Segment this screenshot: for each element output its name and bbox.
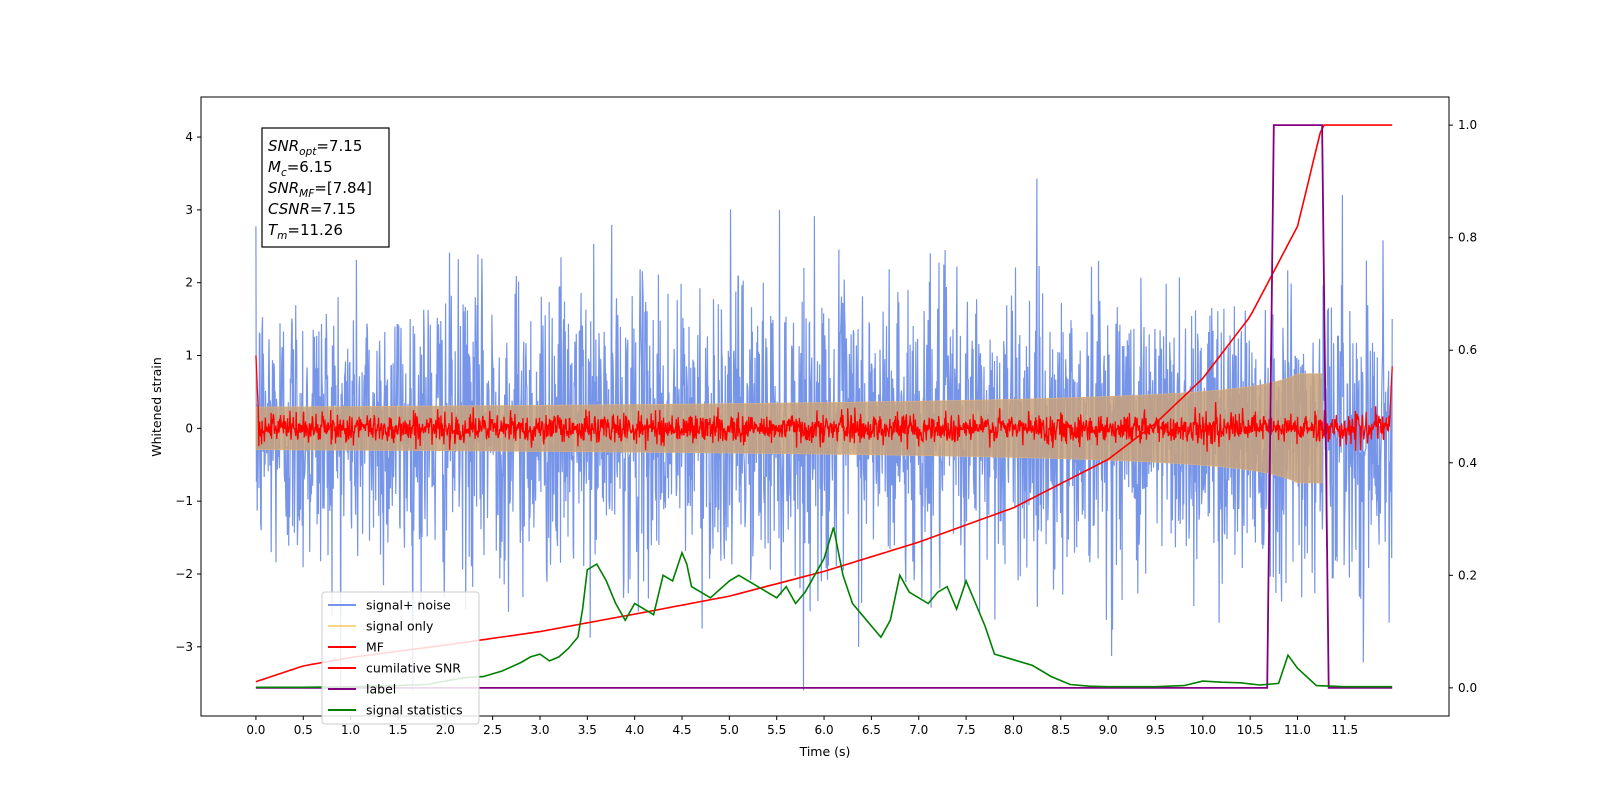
legend-label: signal+ noise (366, 598, 451, 613)
x-tick-label: 4.0 (625, 723, 644, 737)
x-tick-label: 1.5 (388, 723, 407, 737)
axes-frame (200, 96, 1450, 717)
x-tick-label: 7.5 (957, 723, 976, 737)
legend-frame (321, 591, 480, 725)
y2-tick-label: 0.8 (1458, 231, 1477, 245)
legend: signal+ noise signal only MF cumilative SNR… (321, 591, 480, 725)
y-tick-label: 3 (185, 203, 193, 217)
y2-tick-label: 0.2 (1458, 568, 1477, 582)
info-line: SNRMF=[7.84] (268, 179, 372, 200)
x-tick-label: 11.0 (1284, 723, 1311, 737)
y2-tick-label: 0.0 (1458, 681, 1477, 695)
info-box-frame (261, 127, 390, 248)
x-tick-label: 5.5 (767, 723, 786, 737)
x-tick-label: 10.0 (1189, 723, 1216, 737)
mf-line (255, 355, 1393, 452)
x-tick-label: 0.5 (294, 723, 313, 737)
x-tick-label: 9.0 (1099, 723, 1118, 737)
y-tick-label: −2 (175, 567, 193, 581)
legend-label: MF (366, 640, 384, 655)
legend-label: signal statistics (366, 703, 463, 718)
x-tick-label: 4.5 (672, 723, 691, 737)
x-tick-label: 3.5 (578, 723, 597, 737)
x-tick-label: 8.0 (1004, 723, 1023, 737)
x-axis-label: Time (s) (799, 744, 851, 759)
x-axis-ticks: 0.0 0.5 1.0 1.5 2.0 2.5 3.0 3.5 4.0 4.5 5.0 5.5 6.0 6… (246, 716, 1358, 737)
x-tick-label: 5.0 (720, 723, 739, 737)
info-line: Mc=6.15 (268, 158, 333, 179)
y2-tick-label: 1.0 (1458, 118, 1477, 132)
x-tick-label: 2.5 (483, 723, 502, 737)
series-layer (255, 124, 1393, 691)
y-axis-label: Whitened strain (149, 357, 164, 456)
y-tick-label: 2 (185, 276, 193, 290)
x-tick-label: 8.5 (1051, 723, 1070, 737)
x-tick-label: 6.0 (815, 723, 834, 737)
info-line: CSNR=7.15 (268, 200, 356, 218)
x-tick-label: 11.5 (1331, 723, 1358, 737)
y-tick-label: −1 (175, 494, 193, 508)
y-tick-label: 4 (185, 130, 193, 144)
info-line: Tm=11.26 (268, 221, 343, 242)
y2-axis-ticks: 0.0 0.2 0.4 0.6 0.8 1.0 (1449, 118, 1477, 695)
x-tick-label: 3.0 (530, 723, 549, 737)
legend-label: cumilative SNR (366, 661, 461, 676)
x-tick-label: 0.0 (246, 723, 265, 737)
x-tick-label: 7.0 (909, 723, 928, 737)
x-tick-label: 9.5 (1146, 723, 1165, 737)
x-tick-label: 1.0 (341, 723, 360, 737)
y-tick-label: 0 (185, 421, 193, 435)
info-line: SNRopt=7.15 (268, 137, 362, 158)
legend-label: label (366, 682, 396, 697)
y2-tick-label: 0.4 (1458, 456, 1477, 470)
plot-area (255, 124, 1393, 691)
x-tick-label: 2.0 (436, 723, 455, 737)
y2-tick-label: 0.6 (1458, 343, 1477, 357)
y-axis-ticks: −3 −2 −1 0 1 2 3 4 (175, 130, 201, 654)
x-tick-label: 6.5 (862, 723, 881, 737)
signal-statistics-line (255, 527, 1393, 689)
label-line (255, 124, 1393, 689)
legend-label: signal only (366, 619, 434, 634)
y-tick-label: 1 (185, 349, 193, 363)
x-tick-label: 10.5 (1237, 723, 1264, 737)
y-tick-label: −3 (175, 640, 193, 654)
